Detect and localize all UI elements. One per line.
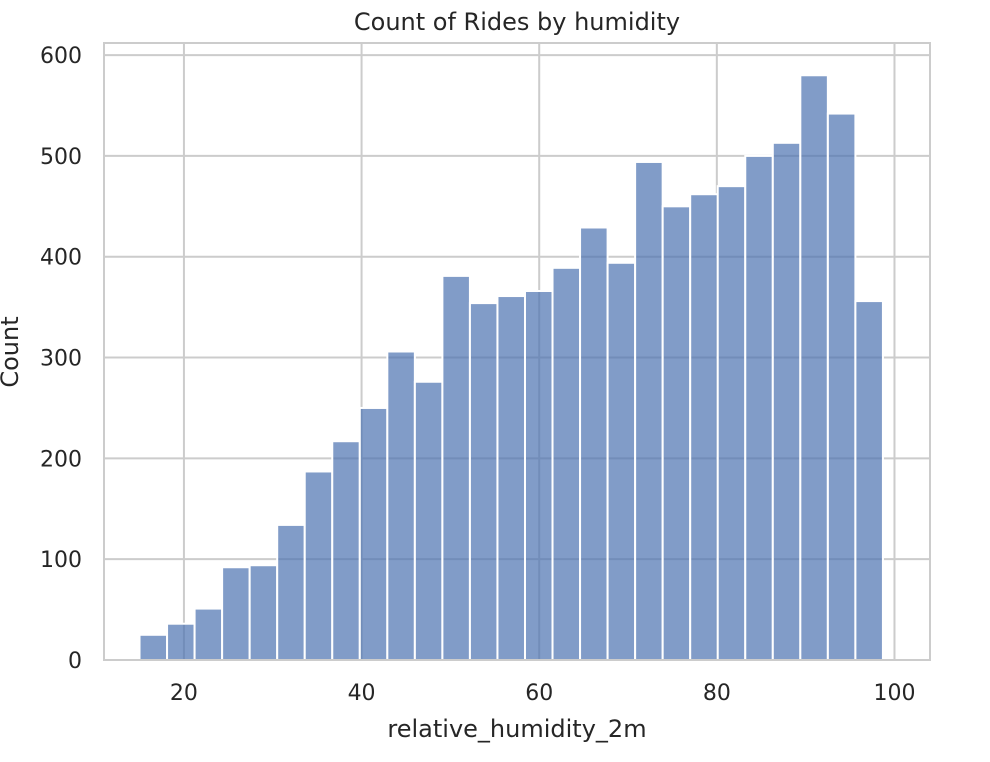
histogram-bar (854, 300, 884, 661)
histogram-bar (523, 290, 554, 661)
histogram-bar (413, 380, 444, 661)
histogram-bar (551, 266, 582, 661)
y-axis-label: Count (0, 316, 24, 387)
histogram-bar (276, 523, 306, 661)
y-tick-label: 600 (40, 44, 82, 69)
histogram-bar (579, 226, 609, 662)
histogram-bar (496, 295, 526, 661)
y-tick-labels: 0 100 200 300 400 500 600 (40, 44, 82, 674)
x-axis-label: relative_humidity_2m (387, 715, 646, 743)
histogram-bar (799, 74, 829, 662)
y-tick-label: 300 (40, 347, 82, 372)
histogram-bar (303, 470, 334, 661)
histogram-bar (744, 154, 774, 661)
x-tick-labels: 20 40 60 80 100 (170, 681, 916, 706)
x-tick-label: 20 (170, 681, 198, 706)
x-tick-label: 40 (348, 681, 376, 706)
x-tick-label: 80 (703, 681, 731, 706)
histogram-bar (358, 406, 389, 661)
histogram-bar (468, 302, 499, 661)
x-tick-label: 100 (873, 681, 915, 706)
histogram-bar (826, 112, 857, 661)
histogram-bar (221, 566, 251, 661)
chart-title: Count of Rides by humidity (354, 8, 680, 36)
histogram-bar (166, 622, 196, 661)
histogram-bar (689, 193, 719, 661)
histogram-bar (634, 160, 664, 661)
bars-layer (138, 74, 884, 662)
y-tick-label: 100 (40, 548, 82, 573)
histogram-bar (248, 564, 279, 662)
histogram-bar (606, 261, 637, 661)
y-tick-label: 500 (40, 145, 82, 170)
histogram-bar (138, 633, 169, 662)
y-tick-label: 0 (68, 649, 82, 674)
y-tick-label: 200 (40, 447, 82, 472)
plot-frame (103, 42, 931, 661)
histogram-bar (386, 350, 416, 661)
histogram-bar (331, 440, 361, 661)
histogram-bar (661, 205, 692, 662)
x-tick-label: 60 (525, 681, 553, 706)
histogram-bar (193, 607, 224, 661)
histogram-bar (771, 141, 802, 661)
histogram-bar (716, 185, 747, 661)
histogram-bar (441, 274, 471, 661)
y-tick-label: 400 (40, 246, 82, 271)
